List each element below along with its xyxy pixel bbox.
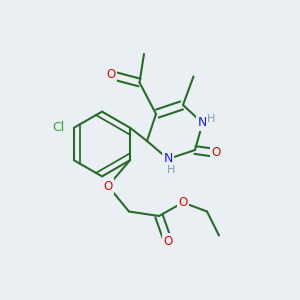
Text: O: O xyxy=(103,179,112,193)
Text: O: O xyxy=(164,235,172,248)
Text: H: H xyxy=(207,114,216,124)
Text: O: O xyxy=(106,68,116,82)
Text: O: O xyxy=(178,196,188,209)
Text: H: H xyxy=(167,164,175,175)
Text: O: O xyxy=(212,146,220,160)
Text: Cl: Cl xyxy=(52,121,64,134)
Text: N: N xyxy=(198,116,207,130)
Text: N: N xyxy=(163,152,173,166)
